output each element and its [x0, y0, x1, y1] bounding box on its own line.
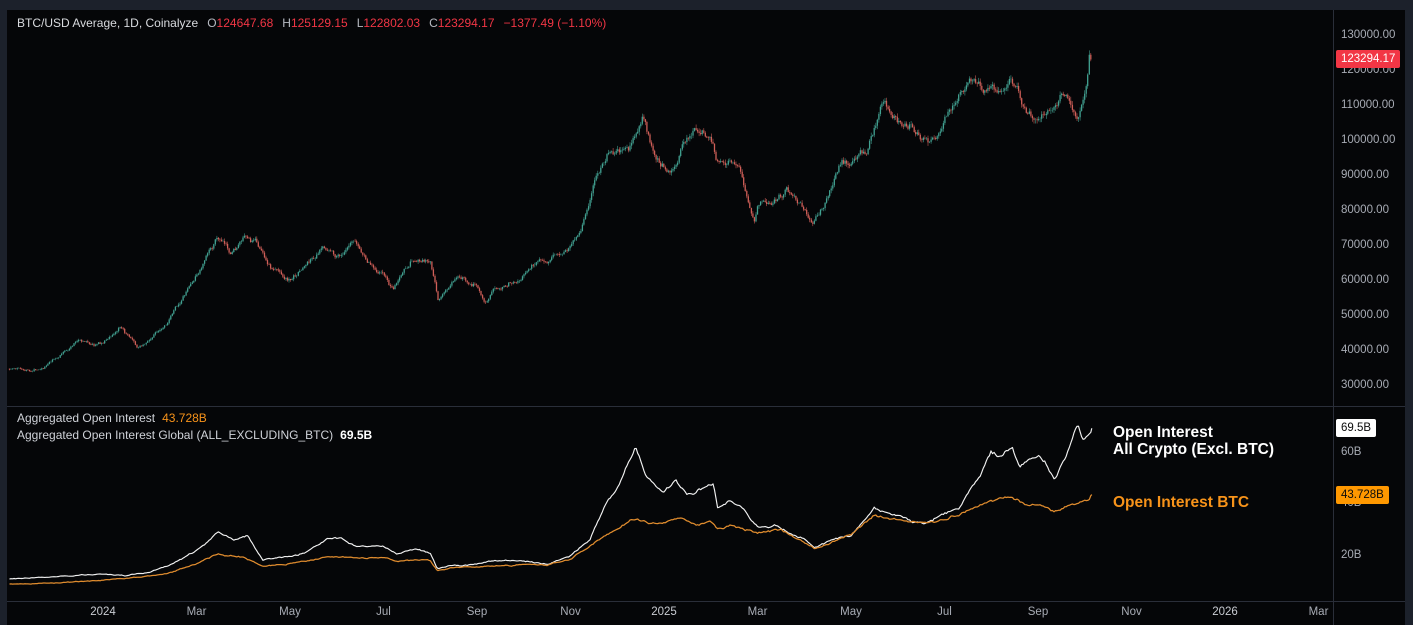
symbol-title: BTC/USD Average, 1D, Coinalyze	[17, 16, 199, 30]
price-tick: 40000.00	[1341, 344, 1389, 356]
time-tick: 2026	[1212, 606, 1238, 618]
time-tick: 2025	[651, 606, 677, 618]
change-value: −1377.49 (−1.10%)	[503, 16, 607, 30]
oi-legend-global-value: 69.5B	[340, 428, 373, 442]
time-tick: Nov	[560, 606, 581, 618]
time-tick: Sep	[466, 606, 488, 618]
time-tick: Mar	[747, 606, 768, 618]
orange-line-annotation: Open Interest BTC	[1113, 494, 1250, 511]
ohlc-high: H125129.15	[282, 16, 348, 30]
price-tick: 30000.00	[1341, 379, 1389, 391]
oi-orange-badge: 43.728B	[1336, 485, 1389, 504]
oi-legend-global-label: Aggregated Open Interest Global (ALL_EXC…	[17, 428, 334, 442]
time-tick: May	[279, 606, 301, 618]
oi-tick: 60B	[1341, 445, 1362, 458]
time-tick: Nov	[1121, 606, 1142, 618]
price-tick: 110000.00	[1341, 99, 1395, 111]
current-price-badge: 123294.17	[1336, 50, 1401, 69]
oi-white-badge: 69.5B	[1336, 419, 1377, 438]
price-tick: 70000.00	[1341, 239, 1389, 251]
price-axis[interactable]: 130000.00 120000.00 110000.00 100000.00 9000…	[1334, 10, 1405, 601]
time-tick: Mar	[186, 606, 207, 618]
time-tick: Jul	[937, 606, 952, 618]
time-tick: May	[840, 606, 862, 618]
ohlc-open: O124647.68	[207, 16, 274, 30]
price-tick: 90000.00	[1341, 169, 1389, 181]
price-tick: 50000.00	[1341, 309, 1389, 321]
time-tick: Sep	[1027, 606, 1049, 618]
oi-legend-btc-value: 43.728B	[162, 411, 207, 425]
price-tick: 80000.00	[1341, 204, 1389, 216]
pane-divider[interactable]	[7, 406, 1405, 407]
time-tick: Mar	[1308, 606, 1329, 618]
white-line-annotation: Open Interest All Crypto (Excl. BTC)	[1113, 424, 1275, 458]
price-axis-divider	[1333, 10, 1334, 625]
price-tick: 60000.00	[1341, 274, 1389, 286]
oi-legend-btc-label: Aggregated Open Interest	[17, 411, 156, 425]
time-axis[interactable]: 2024 Mar May Jul Sep Nov 2025 Mar May Jul Sep Nov 20…	[7, 601, 1405, 625]
time-tick: Jul	[376, 606, 391, 618]
time-tick: 2024	[90, 606, 116, 618]
oi-tick: 20B	[1341, 548, 1362, 561]
price-tick: 100000.00	[1341, 134, 1396, 146]
symbol-legend[interactable]: BTC/USD Average, 1D, Coinalyze O124647.6…	[17, 16, 606, 30]
price-tick: 130000.00	[1341, 29, 1396, 41]
ohlc-low: L122802.03	[356, 16, 421, 30]
oi-legend-row-global[interactable]: Aggregated Open Interest Global (ALL_EXC…	[17, 428, 372, 442]
ohlc-close: C123294.17	[429, 16, 495, 30]
time-axis-divider	[7, 601, 1405, 602]
oi-legend-row-btc[interactable]: Aggregated Open Interest 43.728B	[17, 411, 207, 425]
